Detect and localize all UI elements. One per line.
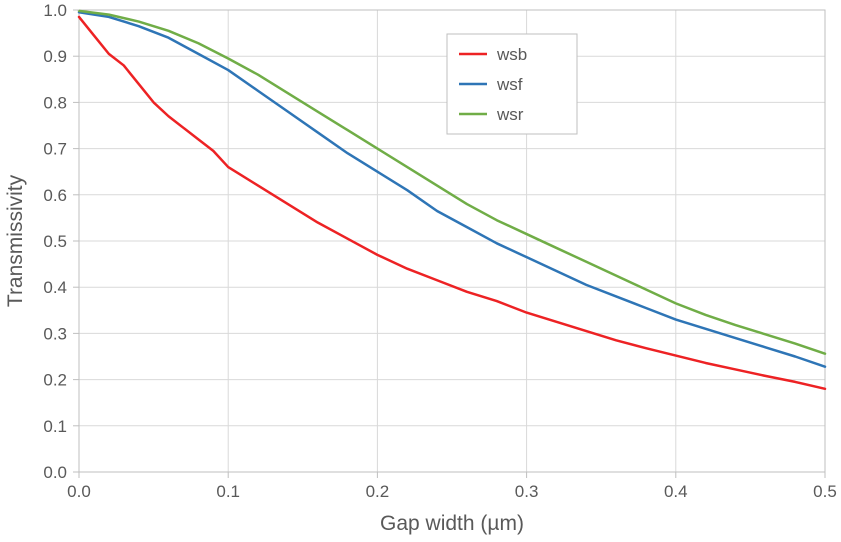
y-tick-label: 0.5 [43, 232, 67, 251]
legend-label-wsf: wsf [496, 75, 523, 94]
y-tick-label: 0.6 [43, 186, 67, 205]
x-tick-label: 0.0 [67, 482, 91, 501]
y-tick-label: 0.7 [43, 140, 67, 159]
x-tick-label: 0.2 [366, 482, 390, 501]
x-tick-label: 0.5 [813, 482, 837, 501]
y-tick-label: 0.1 [43, 417, 67, 436]
chart-svg: 0.0 0.1 0.2 0.3 0.4 0.5 0.0 0.1 0.2 0.3 0.4 0.5 0.6 0… [0, 0, 841, 542]
y-tick-label: 0.0 [43, 463, 67, 482]
legend-label-wsr: wsr [496, 105, 524, 124]
y-axis-title: Transmissivity [4, 174, 27, 307]
x-axis-title: Gap width (µm) [380, 512, 524, 535]
y-tick-label: 1.0 [43, 1, 67, 20]
y-tick-label: 0.4 [43, 278, 67, 297]
y-tick-label: 0.2 [43, 371, 67, 390]
chart-background [0, 0, 841, 542]
transmissivity-line-chart: 0.0 0.1 0.2 0.3 0.4 0.5 0.0 0.1 0.2 0.3 0.4 0.5 0.6 0… [0, 0, 841, 542]
legend: wsb wsf wsr [447, 34, 577, 134]
y-tick-label: 0.8 [43, 93, 67, 112]
x-tick-label: 0.3 [515, 482, 539, 501]
legend-label-wsb: wsb [496, 45, 527, 64]
y-tick-label: 0.9 [43, 47, 67, 66]
x-tick-label: 0.1 [216, 482, 240, 501]
x-tick-label: 0.4 [664, 482, 688, 501]
y-tick-label: 0.3 [43, 324, 67, 343]
